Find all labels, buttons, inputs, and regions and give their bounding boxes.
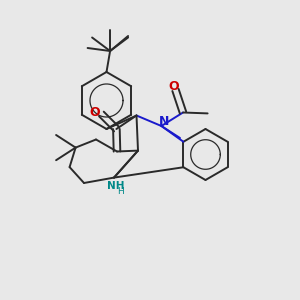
Text: H: H <box>117 188 124 196</box>
Text: O: O <box>169 80 179 93</box>
Text: N: N <box>159 115 170 128</box>
Text: NH: NH <box>107 181 124 191</box>
Text: O: O <box>89 106 100 119</box>
